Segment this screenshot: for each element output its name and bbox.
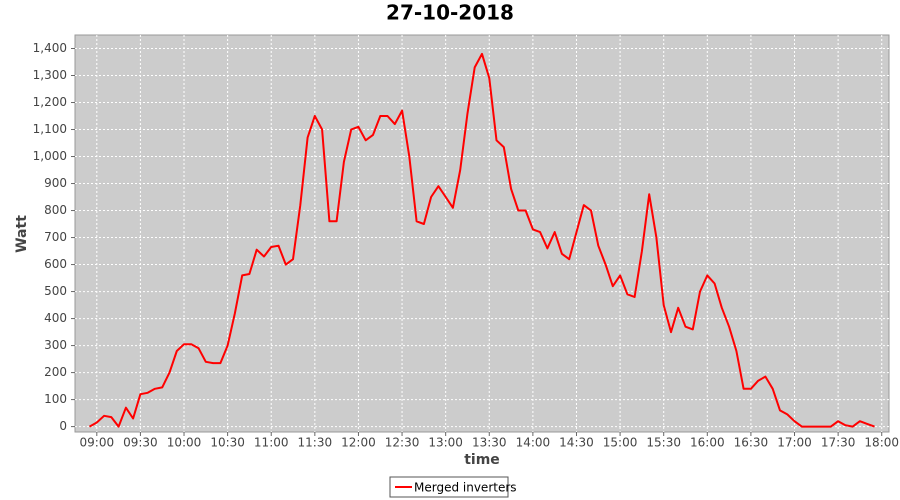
y-tick-label: 500 — [44, 284, 67, 298]
y-tick-label: 800 — [44, 203, 67, 217]
x-tick-label: 12:00 — [341, 436, 376, 450]
x-tick-label: 12:30 — [385, 436, 420, 450]
x-tick-label: 09:30 — [123, 436, 158, 450]
y-axis-label: Watt — [14, 215, 30, 253]
x-tick-label: 14:30 — [559, 436, 594, 450]
legend-label: Merged inverters — [414, 481, 517, 495]
x-axis-label: time — [464, 452, 500, 468]
x-tick-label: 17:30 — [821, 436, 856, 450]
y-tick-label: 1,300 — [33, 68, 67, 82]
x-tick-label: 10:30 — [210, 436, 245, 450]
chart-title: 27-10-2018 — [386, 1, 514, 25]
x-tick-label: 17:00 — [777, 436, 812, 450]
y-tick-label: 700 — [44, 230, 67, 244]
y-tick-label: 1,100 — [33, 122, 67, 136]
x-tick-label: 15:00 — [603, 436, 638, 450]
y-tick-label: 1,000 — [33, 149, 67, 163]
x-tick-label: 15:30 — [646, 436, 681, 450]
y-tick-label: 300 — [44, 338, 67, 352]
x-tick-label: 11:00 — [254, 436, 289, 450]
plot-area — [74, 34, 890, 433]
x-tick-label: 16:30 — [734, 436, 769, 450]
x-tick-label: 10:00 — [167, 436, 202, 450]
y-tick-label: 200 — [44, 365, 67, 379]
x-tick-label: 18:00 — [864, 436, 899, 450]
x-tick-label: 14:00 — [516, 436, 551, 450]
x-tick-label: 11:30 — [298, 436, 333, 450]
legend-box — [389, 476, 509, 498]
data-line — [89, 52, 875, 428]
x-tick-label: 09:00 — [80, 436, 115, 450]
y-tick-label: 100 — [44, 392, 67, 406]
y-tick-label: 1,400 — [33, 41, 67, 55]
y-tick-label: 0 — [59, 419, 67, 433]
y-tick-label: 400 — [44, 311, 67, 325]
x-tick-label: 13:00 — [428, 436, 463, 450]
x-tick-label: 13:30 — [472, 436, 507, 450]
y-tick-label: 600 — [44, 257, 67, 271]
x-tick-label: 16:00 — [690, 436, 725, 450]
y-tick-label: 1,200 — [33, 95, 67, 109]
y-tick-label: 900 — [44, 176, 67, 190]
